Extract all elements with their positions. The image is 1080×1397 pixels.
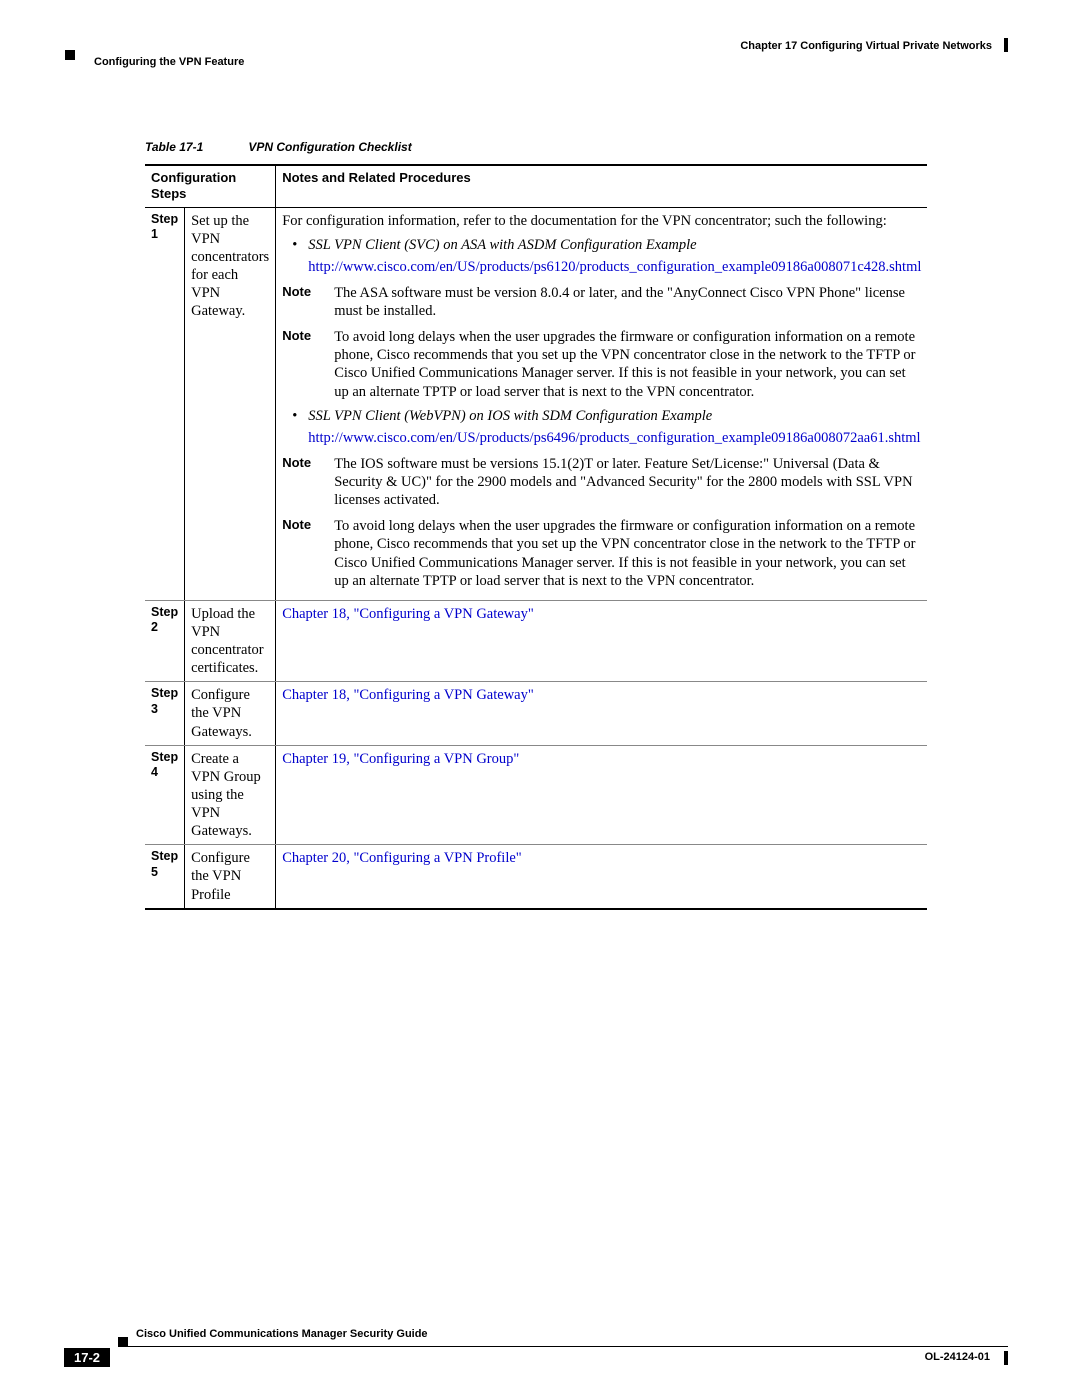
table-row: Step 4 Create a VPN Group using the VPN … bbox=[145, 745, 927, 845]
notes-cell-link[interactable]: Chapter 18, "Configuring a VPN Gateway" bbox=[276, 682, 928, 745]
note-label: Note bbox=[282, 284, 311, 300]
bullet-item: SSL VPN Client (SVC) on ASA with ASDM Co… bbox=[282, 236, 921, 254]
col-header-config: Configuration Steps bbox=[145, 165, 276, 207]
notes-cell: For configuration information, refer to … bbox=[276, 207, 928, 600]
note-block: Note The ASA software must be version 8.… bbox=[282, 284, 921, 320]
header-chapter: Chapter 17 Configuring Virtual Private N… bbox=[740, 40, 992, 52]
config-cell: Upload the VPN concentrator certificates… bbox=[185, 600, 276, 682]
table-header-row: Configuration Steps Notes and Related Pr… bbox=[145, 165, 927, 207]
url-link[interactable]: http://www.cisco.com/en/US/products/ps61… bbox=[308, 258, 921, 276]
footer-marker-bar bbox=[1004, 1351, 1008, 1365]
step-cell: Step 4 bbox=[145, 745, 185, 845]
notes-cell-link[interactable]: Chapter 18, "Configuring a VPN Gateway" bbox=[276, 600, 928, 682]
table-row: Step 5 Configure the VPN Profile Chapter… bbox=[145, 845, 927, 909]
note-text: To avoid long delays when the user upgra… bbox=[334, 329, 915, 399]
footer-rule bbox=[128, 1346, 1008, 1347]
step-cell: Step 2 bbox=[145, 600, 185, 682]
config-cell: Configure the VPN Profile bbox=[185, 845, 276, 909]
footer-marker-square bbox=[118, 1337, 128, 1347]
header-section: Configuring the VPN Feature bbox=[94, 56, 244, 68]
notes-cell-link[interactable]: Chapter 20, "Configuring a VPN Profile" bbox=[276, 845, 928, 909]
table-row: Step 2 Upload the VPN concentrator certi… bbox=[145, 600, 927, 682]
note-label: Note bbox=[282, 517, 311, 533]
doc-id: OL-24124-01 bbox=[925, 1351, 990, 1363]
note-text: The ASA software must be version 8.0.4 o… bbox=[334, 285, 905, 319]
vpn-config-table: Configuration Steps Notes and Related Pr… bbox=[145, 164, 927, 910]
table-caption-label: Table 17-1 bbox=[145, 140, 245, 154]
note-label: Note bbox=[282, 455, 311, 471]
note-block: Note To avoid long delays when the user … bbox=[282, 328, 921, 401]
table-row: Step 1 Set up the VPN concentrators for … bbox=[145, 207, 927, 600]
step-cell: Step 5 bbox=[145, 845, 185, 909]
table-caption-title: VPN Configuration Checklist bbox=[248, 140, 411, 154]
note-text: The IOS software must be versions 15.1(2… bbox=[334, 456, 912, 508]
step-cell: Step 1 bbox=[145, 207, 185, 600]
config-cell: Set up the VPN concentrators for each VP… bbox=[185, 207, 276, 600]
table-caption: Table 17-1 VPN Configuration Checklist bbox=[145, 140, 885, 154]
footer-title: Cisco Unified Communications Manager Sec… bbox=[136, 1328, 428, 1340]
intro-text: For configuration information, refer to … bbox=[282, 212, 921, 230]
url-link[interactable]: http://www.cisco.com/en/US/products/ps64… bbox=[308, 429, 921, 447]
note-block: Note To avoid long delays when the user … bbox=[282, 517, 921, 590]
bullet-item: SSL VPN Client (WebVPN) on IOS with SDM … bbox=[282, 407, 921, 425]
config-cell: Create a VPN Group using the VPN Gateway… bbox=[185, 745, 276, 845]
content-area: Table 17-1 VPN Configuration Checklist C… bbox=[145, 140, 885, 910]
header-marker-square bbox=[65, 50, 75, 60]
note-label: Note bbox=[282, 328, 311, 344]
note-block: Note The IOS software must be versions 1… bbox=[282, 455, 921, 509]
col-header-notes: Notes and Related Procedures bbox=[276, 165, 928, 207]
note-text: To avoid long delays when the user upgra… bbox=[334, 518, 915, 588]
page-number: 17-2 bbox=[64, 1348, 110, 1367]
config-cell: Configure the VPN Gateways. bbox=[185, 682, 276, 745]
step-cell: Step 3 bbox=[145, 682, 185, 745]
header-marker-bar bbox=[1004, 38, 1008, 52]
notes-cell-link[interactable]: Chapter 19, "Configuring a VPN Group" bbox=[276, 745, 928, 845]
table-row: Step 3 Configure the VPN Gateways. Chapt… bbox=[145, 682, 927, 745]
